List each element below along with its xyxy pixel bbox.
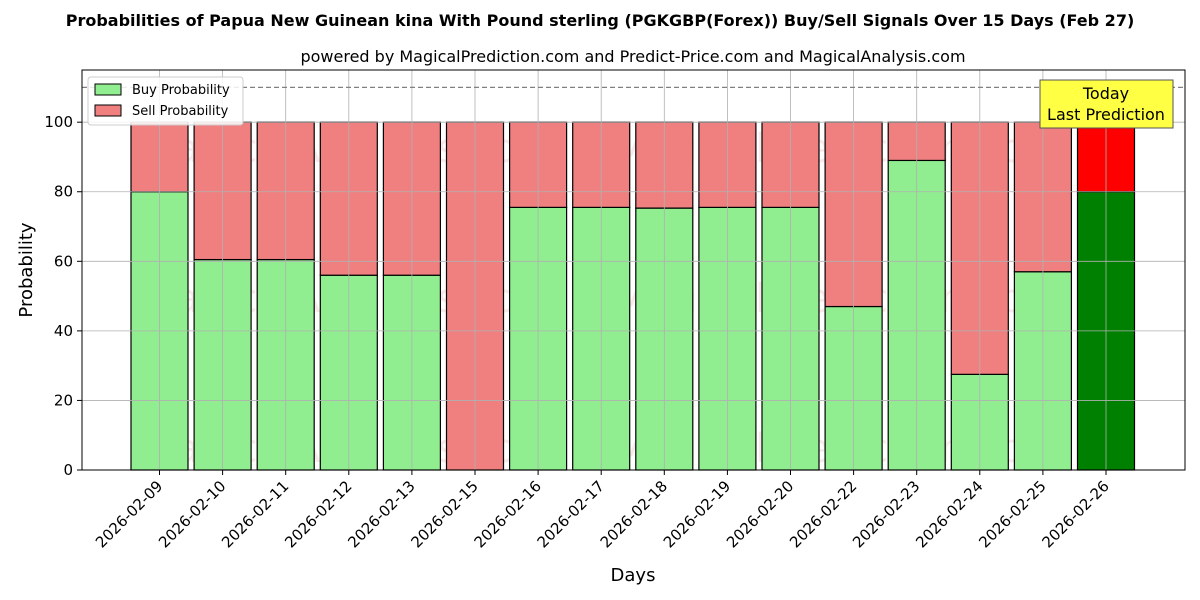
legend-swatch-buy [94,83,122,96]
x-tick-label: 2026-02-24 [912,477,986,551]
x-tick-label: 2026-02-11 [218,477,292,551]
x-tick-label: 2026-02-23 [849,477,923,551]
x-tick-label: 2026-02-25 [975,477,1049,551]
y-tick-label: 80 [54,183,73,201]
today-annotation: Today Last Prediction [1039,79,1174,129]
y-tick-label: 100 [44,113,73,131]
annotation-line1: Today [1082,84,1129,103]
legend-label-buy: Buy Probability [132,83,230,98]
x-tick-label: 2026-02-18 [597,477,671,551]
x-tick-label: 2026-02-13 [344,477,418,551]
x-tick-label: 2026-02-12 [281,477,355,551]
annotation-line2: Last Prediction [1047,105,1165,124]
x-tick-label: 2026-02-26 [1038,477,1112,551]
x-tick-label: 2026-02-10 [155,477,229,551]
x-tick-label: 2026-02-22 [786,477,860,551]
legend-box [87,76,244,126]
x-tick-label: 2026-02-09 [92,477,166,551]
x-tick-label: 2026-02-20 [723,477,797,551]
chart-subtitle: powered by MagicalPrediction.com and Pre… [300,47,965,66]
x-tick-label: 2026-02-15 [407,477,481,551]
annotation-box [1039,79,1174,129]
legend-label-sell: Sell Probability [132,104,229,119]
y-tick-label: 40 [54,322,73,340]
legend: Buy Probability Sell Probability [87,76,244,126]
x-tick-label: 2026-02-16 [471,477,545,551]
plot-frame [81,69,1186,471]
chart-title: Probabilities of Papua New Guinean kina … [66,11,1135,30]
y-tick-label: 20 [54,391,73,409]
x-tick-label: 2026-02-17 [534,477,608,551]
plot-area: MagicalAnalysis.comMagicalPrediction.com… [44,69,1186,551]
x-tick-label: 2026-02-19 [660,477,734,551]
y-axis-label: Probability [16,222,37,317]
y-tick-label: 60 [54,252,73,270]
x-axis-label: Days [611,565,656,586]
y-tick-label: 0 [63,461,73,479]
legend-swatch-sell [94,104,122,117]
